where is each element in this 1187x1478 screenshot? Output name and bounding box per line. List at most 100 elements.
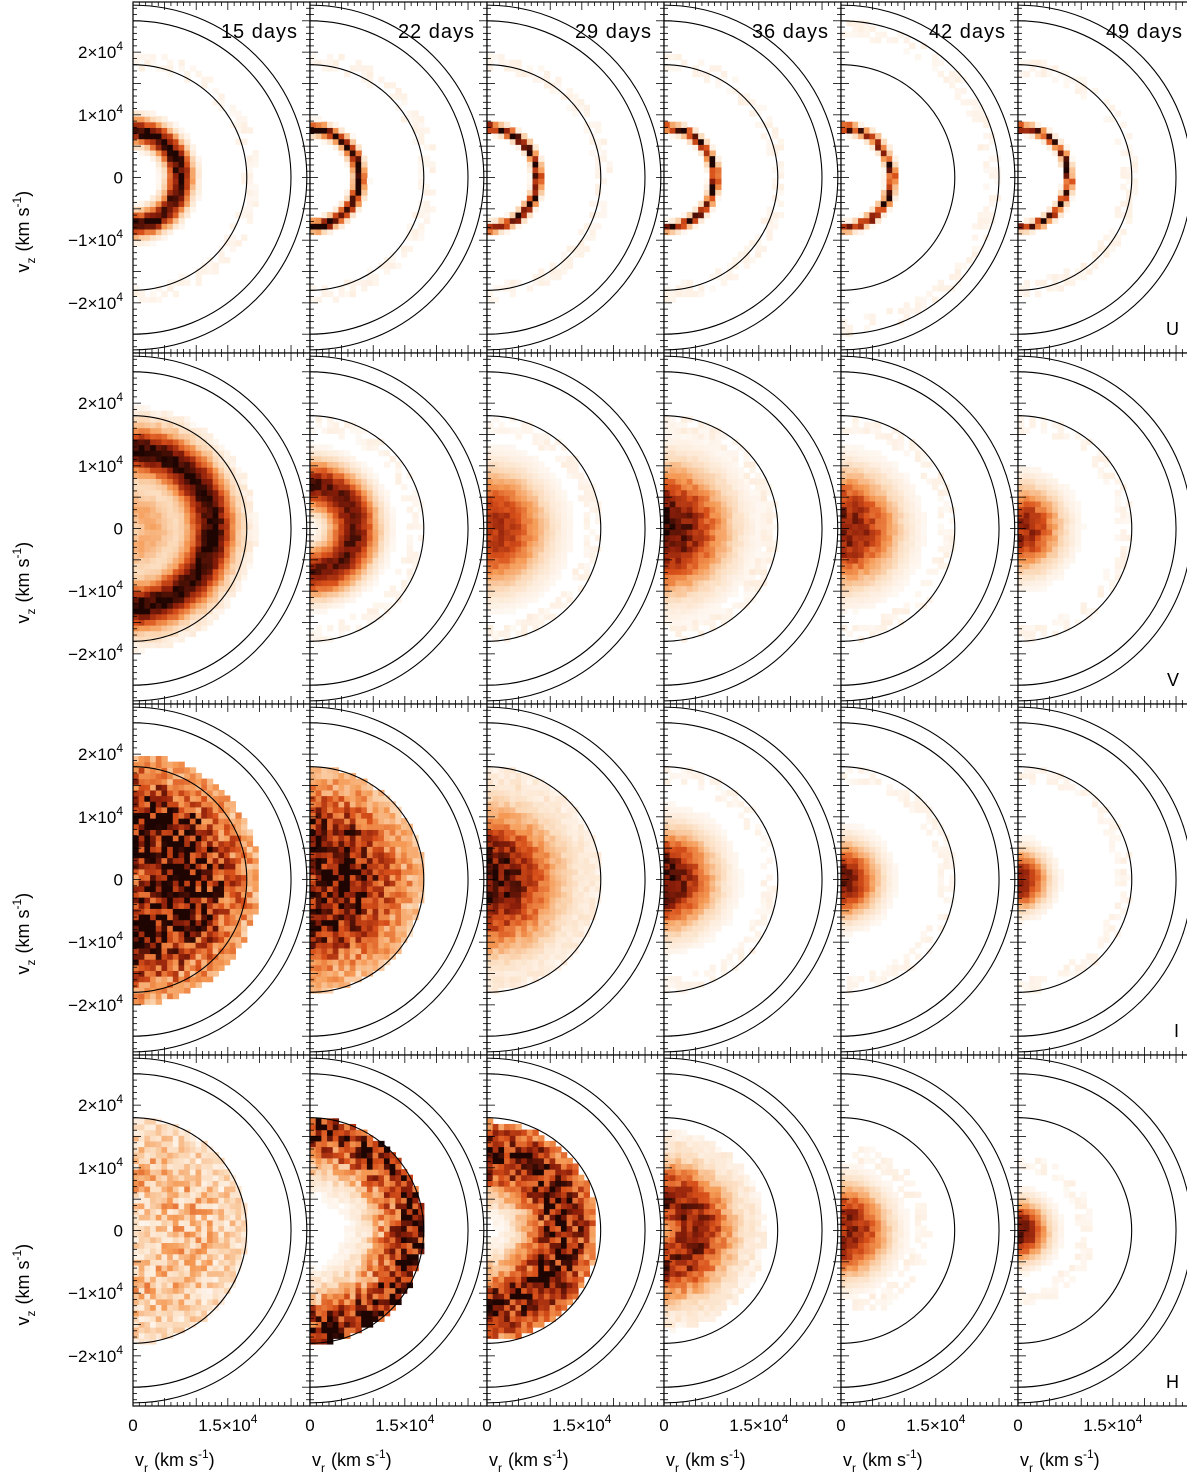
heatmap-cell bbox=[246, 178, 254, 185]
heatmap-cell bbox=[760, 104, 768, 112]
heatmap-cell bbox=[338, 619, 345, 626]
heatmap-cell bbox=[212, 467, 219, 474]
heatmap-cell bbox=[161, 427, 168, 434]
heatmap-cell bbox=[560, 461, 568, 468]
heatmap-cell bbox=[846, 133, 853, 140]
heatmap-cell bbox=[560, 506, 568, 513]
heatmap-cell bbox=[732, 274, 739, 281]
heatmap-cell bbox=[150, 619, 157, 626]
heatmap-cell bbox=[167, 138, 174, 145]
heatmap-cell bbox=[555, 596, 562, 604]
heatmap-cell bbox=[355, 467, 362, 474]
heatmap-cell bbox=[383, 506, 391, 513]
heatmap-cell bbox=[892, 161, 899, 168]
heatmap-cell bbox=[858, 133, 865, 140]
heatmap-cell bbox=[161, 223, 168, 230]
heatmap-cell bbox=[412, 110, 419, 117]
heatmap-cell bbox=[504, 228, 511, 236]
heatmap-cell bbox=[515, 70, 522, 78]
heatmap-cell bbox=[498, 574, 505, 581]
heatmap-cell bbox=[344, 138, 351, 145]
heatmap-cell bbox=[772, 217, 779, 224]
heatmap-cell bbox=[1114, 234, 1122, 241]
heatmap-cell bbox=[664, 574, 671, 581]
heatmap-cell bbox=[675, 608, 682, 615]
heatmap-cell bbox=[681, 211, 688, 219]
heatmap-cell bbox=[589, 149, 596, 157]
heatmap-cell bbox=[321, 59, 328, 66]
heatmap-cell bbox=[150, 138, 157, 145]
heatmap-cell bbox=[315, 512, 322, 519]
heatmap-cell bbox=[726, 506, 733, 513]
axis-ticks bbox=[663, 1, 842, 354]
heatmap-cell bbox=[372, 574, 379, 581]
heatmap-cell bbox=[692, 546, 699, 553]
heatmap-cell bbox=[155, 602, 163, 609]
heatmap-cell bbox=[863, 127, 871, 134]
heatmap-cell bbox=[349, 279, 357, 286]
heatmap-cell bbox=[212, 512, 219, 519]
heatmap-cell bbox=[572, 461, 579, 468]
heatmap-cell bbox=[206, 455, 214, 463]
heatmap-cell bbox=[321, 121, 328, 128]
heatmap-cell bbox=[133, 613, 140, 620]
heatmap-cell bbox=[686, 495, 694, 502]
heatmap-cell bbox=[349, 596, 357, 604]
heatmap-cell bbox=[161, 540, 168, 547]
heatmap-cell bbox=[372, 438, 379, 446]
heatmap-cell bbox=[526, 517, 534, 525]
heatmap-cell bbox=[195, 455, 202, 463]
heatmap-cell bbox=[150, 228, 157, 236]
heatmap-cell bbox=[669, 228, 676, 236]
heatmap-cell bbox=[355, 568, 362, 575]
heatmap-cell bbox=[349, 529, 357, 536]
heatmap-cell bbox=[144, 206, 151, 213]
heatmap-cell bbox=[880, 138, 888, 145]
heatmap-cell bbox=[212, 574, 219, 581]
heatmap-cell bbox=[532, 574, 539, 581]
heatmap-cell bbox=[681, 500, 688, 508]
heatmap-cell bbox=[235, 121, 242, 128]
heatmap-cell bbox=[418, 523, 425, 530]
heatmap-cell bbox=[686, 461, 694, 468]
heatmap-cell bbox=[229, 534, 237, 542]
heatmap-cell bbox=[327, 223, 334, 230]
heatmap-cell bbox=[327, 211, 334, 219]
heatmap-cell bbox=[954, 93, 962, 100]
heatmap-cell bbox=[423, 127, 431, 134]
heatmap-cell bbox=[703, 178, 711, 185]
heatmap-cell bbox=[355, 427, 362, 434]
heatmap-cell bbox=[167, 500, 174, 508]
heatmap-cell bbox=[338, 144, 345, 151]
heatmap-cell bbox=[310, 478, 317, 485]
heatmap-cell bbox=[321, 285, 328, 292]
heatmap-cell bbox=[133, 217, 140, 224]
heatmap-cell bbox=[189, 517, 197, 525]
heatmap-cell bbox=[1046, 206, 1053, 213]
heatmap-cell bbox=[1029, 127, 1036, 134]
heatmap-cell bbox=[161, 211, 168, 219]
heatmap-cell bbox=[206, 568, 214, 575]
heatmap-cell bbox=[532, 512, 539, 519]
heatmap-cell bbox=[133, 596, 140, 604]
heatmap-cell bbox=[681, 438, 688, 446]
heatmap-cell bbox=[589, 529, 596, 536]
y-tick-label: −2×104 bbox=[68, 290, 123, 313]
heatmap-cell bbox=[555, 455, 562, 463]
heatmap-cell bbox=[509, 562, 517, 570]
heatmap-cell bbox=[138, 529, 145, 536]
heatmap-cell bbox=[189, 144, 197, 151]
heatmap-cell bbox=[418, 234, 425, 241]
heatmap-cell bbox=[155, 619, 163, 626]
heatmap-cell bbox=[715, 195, 722, 202]
heatmap-cell bbox=[310, 296, 317, 303]
heatmap-cell bbox=[869, 127, 876, 134]
heatmap-cell bbox=[526, 149, 534, 157]
heatmap-cell bbox=[172, 602, 180, 609]
heatmap-cell bbox=[504, 574, 511, 581]
heatmap-cell bbox=[549, 506, 556, 513]
heatmap-V-22-days bbox=[310, 416, 425, 643]
heatmap-cell bbox=[144, 240, 151, 247]
heatmap-cell bbox=[755, 104, 762, 112]
heatmap-cell bbox=[1074, 76, 1082, 83]
